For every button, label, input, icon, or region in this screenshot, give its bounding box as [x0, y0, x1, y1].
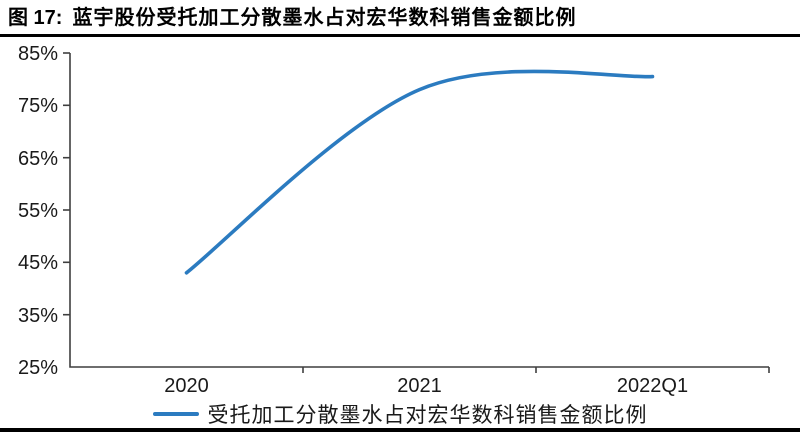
chart-legend: 受托加工分散墨水占对宏华数科销售金额比例 [0, 399, 800, 429]
figure-number-label: 图 17: [8, 7, 63, 29]
figure-title-row: 图 17: 蓝宇股份受托加工分散墨水占对宏华数科销售金额比例 [8, 5, 792, 31]
y-axis-ticks [63, 52, 70, 316]
figure-bottom-rule [0, 428, 800, 432]
legend-line-swatch [152, 412, 199, 416]
y-axis-label: 55% [18, 200, 58, 222]
figure-title: 蓝宇股份受托加工分散墨水占对宏华数科销售金额比例 [72, 7, 577, 29]
y-axis-label: 85% [18, 43, 58, 65]
y-axis-label: 25% [18, 357, 58, 379]
y-axis-label: 65% [18, 148, 58, 170]
series-line [184, 69, 655, 275]
title-underline-rule [0, 34, 800, 37]
x-axis-label: 2022Q1 [617, 375, 688, 397]
y-axis-label: 75% [18, 95, 58, 117]
x-axis-label: 2021 [397, 375, 442, 397]
x-axis-label: 2020 [164, 375, 209, 397]
y-axis-label: 35% [18, 305, 58, 327]
x-axis-ticks [302, 367, 770, 373]
legend-label: 受托加工分散墨水占对宏华数科销售金额比例 [207, 403, 648, 427]
y-axis-label: 45% [18, 252, 58, 274]
axis-lines [69, 53, 769, 368]
